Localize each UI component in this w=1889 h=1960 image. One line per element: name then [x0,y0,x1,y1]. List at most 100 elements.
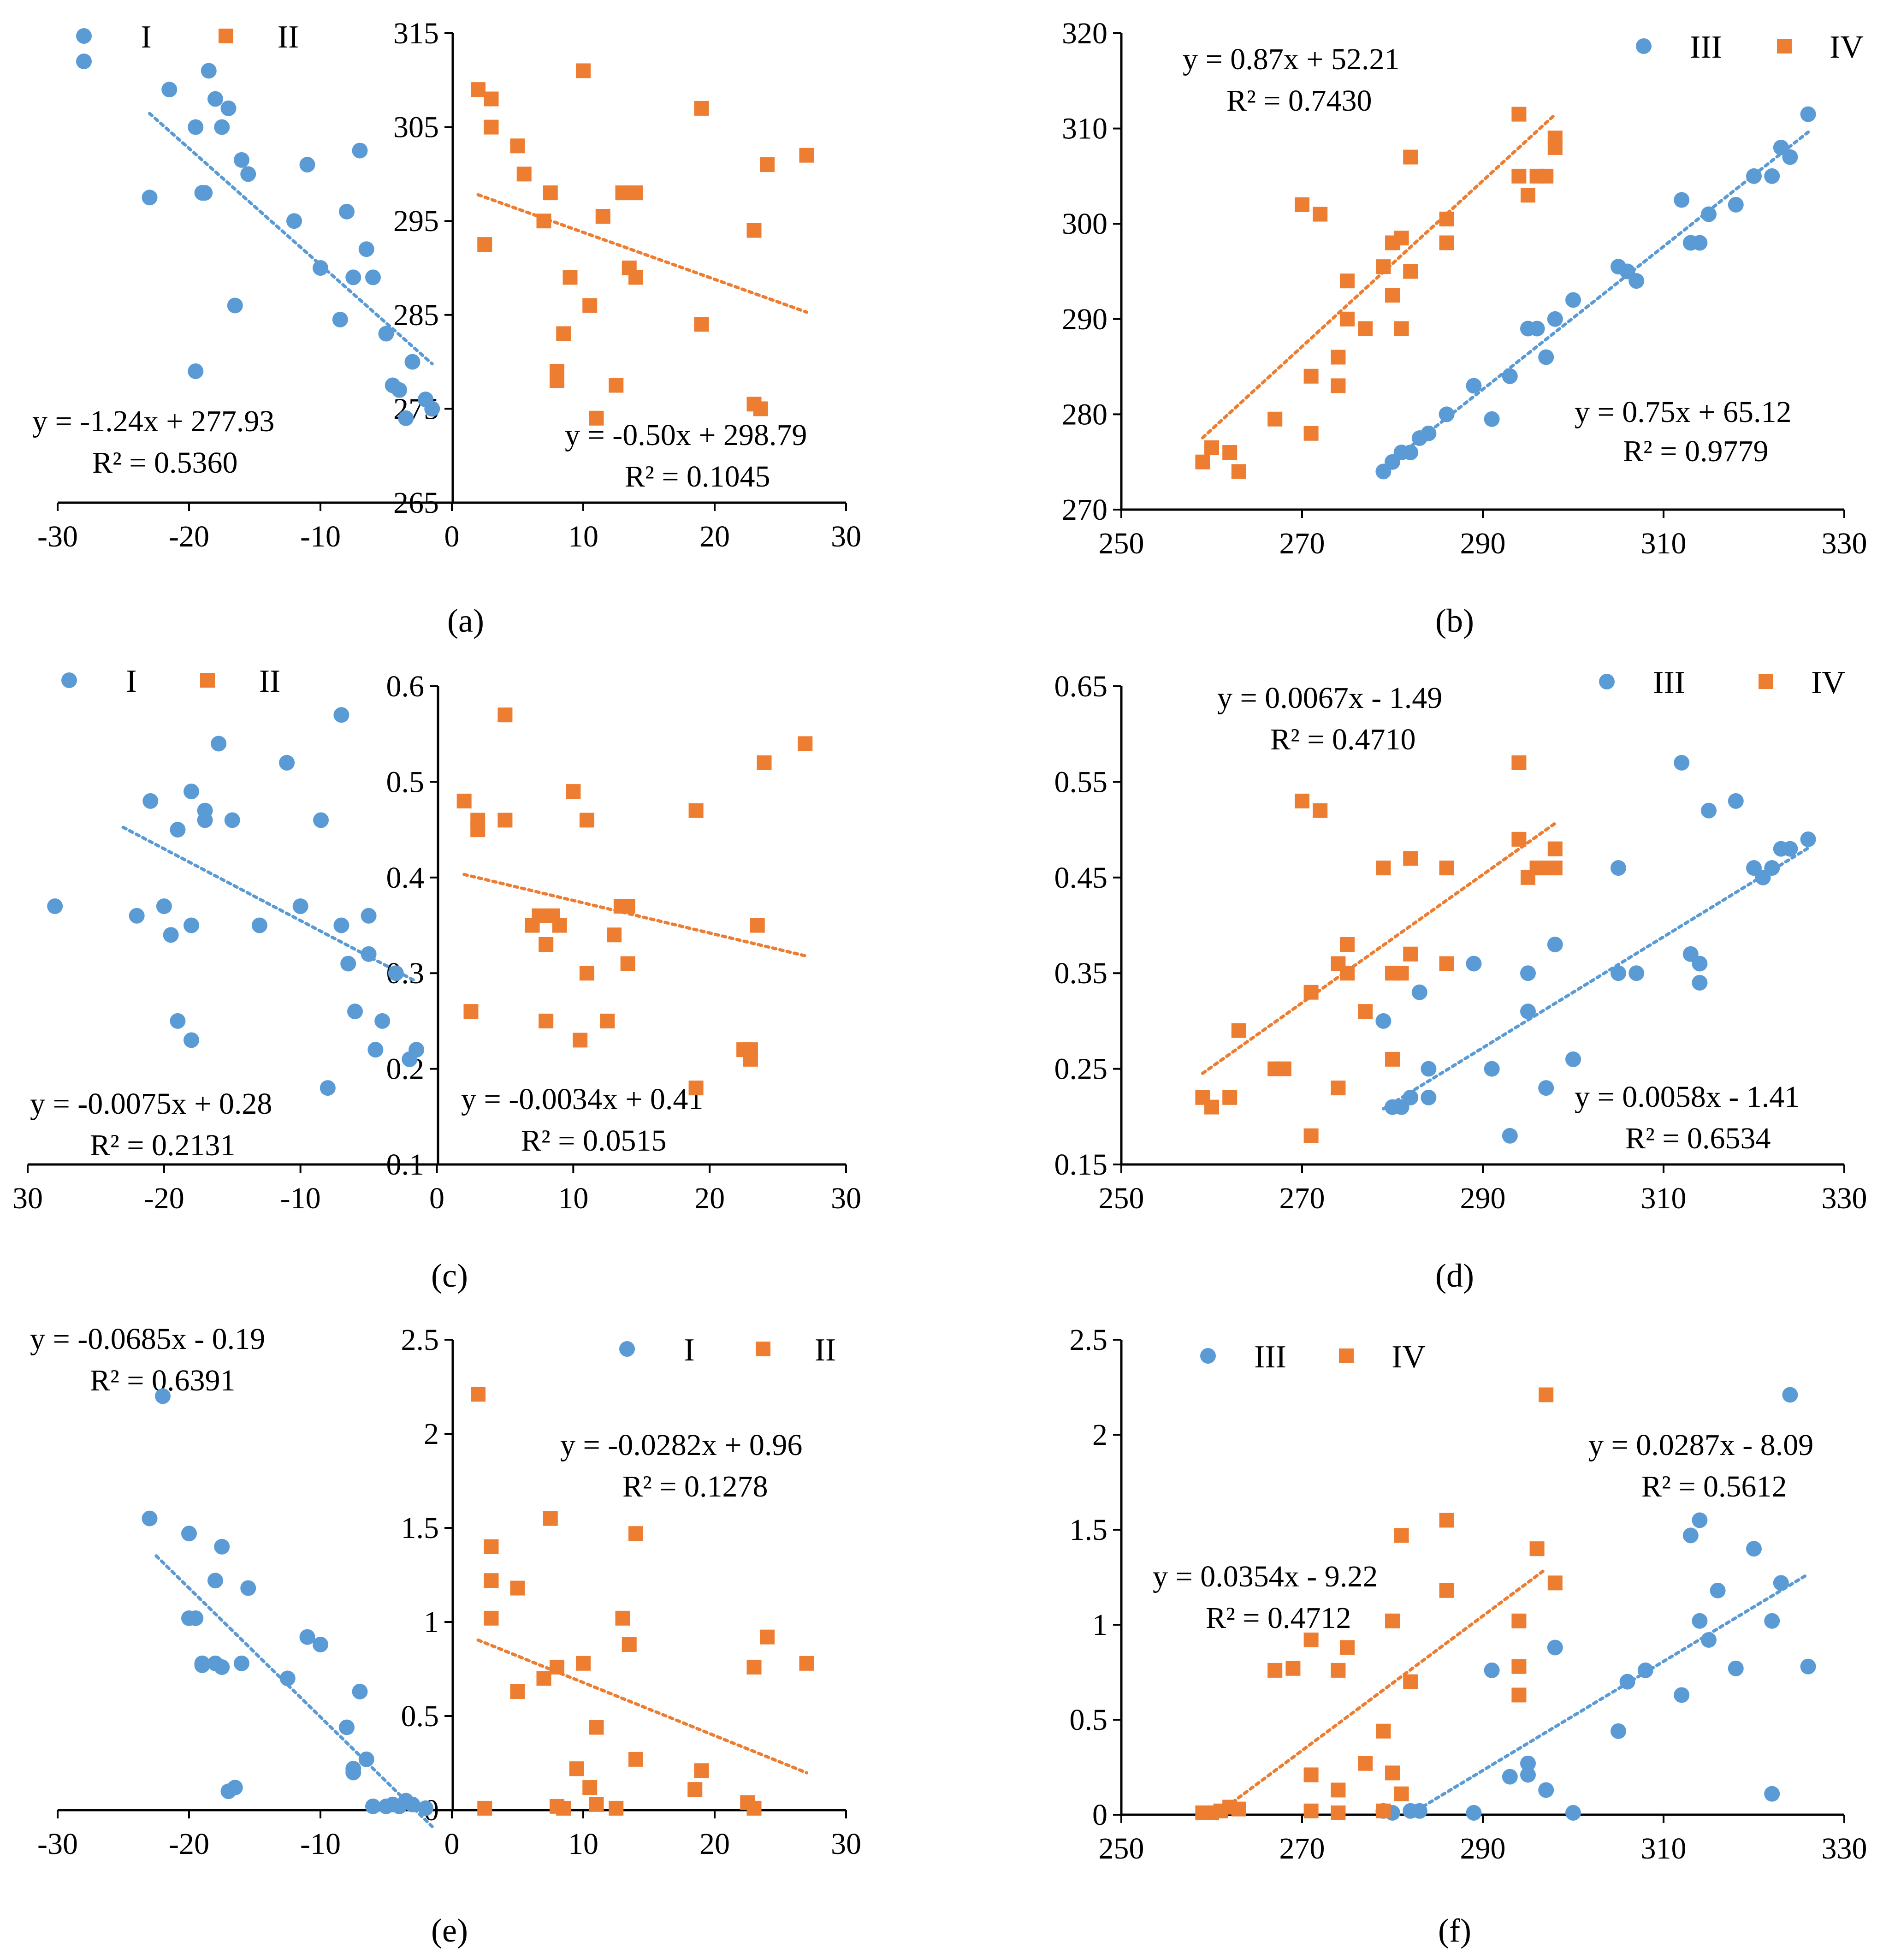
panel-c-legend-marker-II [200,673,215,688]
panel-a-point-II [477,237,492,252]
panel-e-legend-marker-I [619,1341,635,1357]
panel-f-equation-IV: y = 0.0354x - 9.22 [1153,1560,1378,1593]
panel-b-point-III [1764,168,1780,184]
panel-e-x-tick-label: 10 [568,1827,598,1861]
panel-c-point-I [361,946,377,962]
panel-d-point-IV [1511,755,1527,770]
panel-a-point-I [240,166,256,182]
panel-b-legend-marker-III [1636,38,1652,54]
panel-b-point-IV [1231,464,1246,479]
panel-e-point-II [477,1800,492,1816]
panel-b-text: (b) y = 0.87x + 52.21 R² = 0.7430 y = 0.… [1183,42,1791,639]
panel-f-point-III [1547,1639,1563,1656]
panel-d-equation-IV: y = 0.0067x - 1.49 [1217,681,1442,715]
panel-c-x-tick-label: -10 [280,1182,321,1215]
panel-a-point-I [214,119,230,135]
panel-c-point-I [292,898,308,915]
panel-f-point-IV [1439,1583,1454,1598]
panel-b-point-III [1502,368,1518,384]
panel-b-caption: (b) [1435,602,1474,639]
panel-f-point-IV [1511,1613,1527,1628]
panel-c-point-II [743,1042,758,1057]
panel-c-x-tick-label: -20 [144,1182,184,1215]
panel-e-point-II [556,1800,571,1816]
panel-e-point-I [227,1780,243,1796]
panel-b-point-IV [1313,207,1328,222]
panel-e-point-II [609,1800,624,1816]
panel-f-point-III [1520,1767,1536,1783]
panel-d-point-III [1782,841,1798,857]
panel-c-x-tick-label: 10 [558,1182,588,1215]
panel-e-point-II [622,1637,637,1652]
panel-a-point-II [694,317,709,332]
panel-a-point-II [536,214,551,229]
panel-a-point-I [161,82,178,98]
panel-f-y-tick-label: 0 [1092,1798,1107,1832]
panel-d-point-III [1611,965,1626,981]
panel-d-legend-label-IV: IV [1811,665,1845,701]
panel-b-point-IV [1511,168,1527,184]
panel-f-point-IV [1303,1767,1319,1782]
panel-a-legend-marker-I [76,28,92,44]
panel-d-point-III [1421,1061,1437,1077]
panel-c-point-I [320,1080,336,1096]
panel-b-point-III [1628,273,1645,289]
panel-c-y-tick-label: 0.4 [386,861,425,895]
panel-e-point-II [536,1671,551,1686]
panel-e-point-I [352,1683,368,1699]
panel-f-point-IV [1331,1782,1346,1798]
panel-e-x-tick-label: 30 [831,1827,861,1861]
panel-e-point-II [746,1800,762,1816]
panel-f-r2-IV: R² = 0.4712 [1206,1601,1351,1635]
panel-a-caption: (a) [447,602,484,639]
panel-a-point-I [286,213,302,229]
panel-e-point-II [569,1761,584,1776]
panel-d-point-IV [1303,985,1319,1000]
panel-d-text: (d) y = 0.0067x - 1.49 R² = 0.4710 y = 0… [1217,681,1800,1294]
panel-d-point-III [1375,1013,1392,1029]
panel-c-x-tick-label: 30 [831,1182,861,1215]
panel-f-legend-label-III: III [1254,1339,1286,1375]
panel-e-point-II [484,1610,499,1626]
panel-c-point-I [340,956,356,972]
panel-a-y-tick-label: 265 [393,486,439,520]
panel-b-x-tick-label: 310 [1641,527,1687,560]
panel-a-point-I [345,269,361,285]
panel-a-point-I [220,100,237,116]
panel-f-y-tick-label: 1 [1092,1608,1107,1642]
panel-f-text: (f) y = 0.0287x - 8.09 R² = 0.5612 y = 0… [1153,1428,1813,1949]
panel-a-point-II [563,270,578,285]
panel-d-point-IV [1547,861,1563,876]
panel-d-x-tick-label: 310 [1641,1182,1687,1215]
panel-e-x-tick-label: 0 [444,1827,460,1861]
panel-b-point-III [1439,406,1455,422]
panel-c-point-I [156,898,172,915]
panel-a-x-tick-label: 30 [831,520,861,553]
panel-e-point-I [234,1655,249,1671]
panel-c-point-II [463,1004,479,1019]
panel-c-point-I [367,1042,384,1058]
panel-b-point-IV [1385,288,1400,303]
panel-c-point-I [224,812,240,828]
panel-f-trendline-III [1409,1572,1810,1816]
panel-b-point-III [1529,321,1545,337]
panel-c-point-I [333,707,349,723]
panel-a-x-tick-label: -20 [169,520,209,553]
panel-d-point-IV [1222,1090,1238,1105]
panel-f-point-III [1565,1805,1581,1821]
panel-a-point-II [556,326,571,341]
panel-e-x-tick-label: -30 [37,1827,78,1861]
panel-c-point-II [620,899,635,914]
panel-e-point-II [484,1539,499,1554]
panel-a-point-I [313,260,328,276]
panel-f-point-IV [1403,1674,1418,1689]
panel-f: 250 270 290 310 330 0 0.5 1 1.5 2 2.5 III IV [1070,1323,1867,1865]
panel-f-point-III [1520,1755,1536,1771]
panel-e-y-tick-label: 2.5 [401,1323,439,1357]
panel-b-point-IV [1295,197,1309,212]
panel-b-trendline-IV [1201,113,1557,440]
panel-a-point-II [484,91,499,107]
panel-c-point-I [197,802,213,819]
panel-d-point-III [1421,1089,1437,1105]
